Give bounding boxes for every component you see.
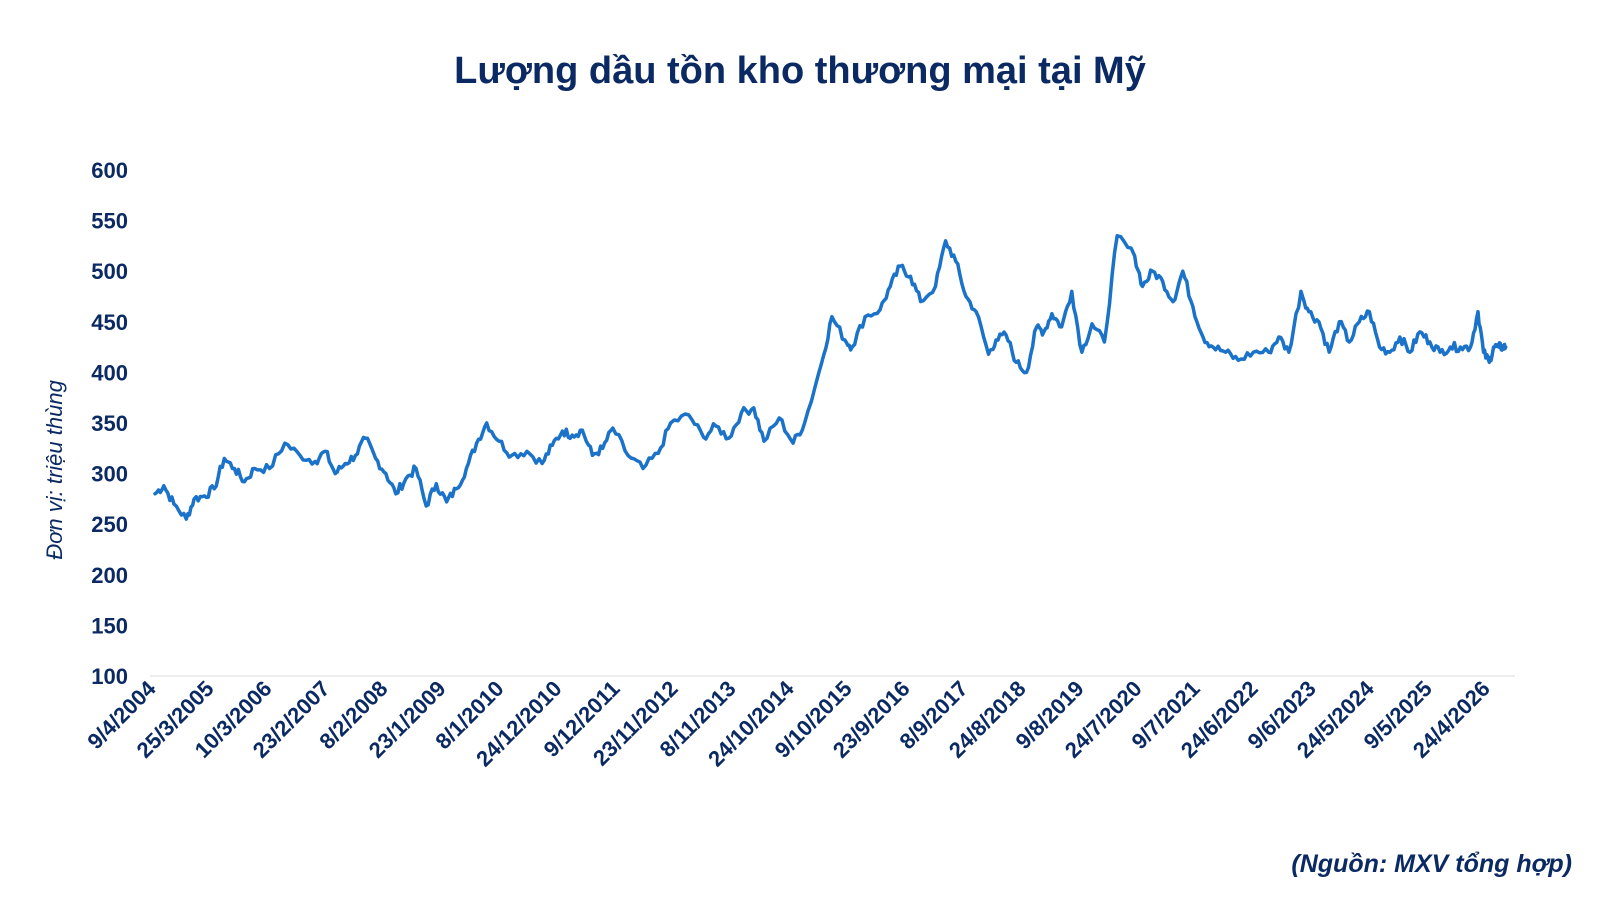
y-tick-label: 450 [91, 310, 128, 335]
y-tick-label: 100 [91, 664, 128, 689]
y-axis-label-group: Đơn vị: triệu thùng [42, 379, 67, 559]
y-tick-label: 550 [91, 209, 128, 234]
y-tick-label: 400 [91, 360, 128, 385]
source-note: (Nguồn: MXV tổng hợp) [1291, 850, 1572, 878]
y-tick-label: 200 [91, 563, 128, 588]
series-line-inventory [153, 234, 1508, 521]
y-tick-label: 500 [91, 259, 128, 284]
y-tick-label: 150 [91, 613, 128, 638]
y-tick-label: 600 [91, 158, 128, 183]
y-tick-label: 350 [91, 411, 128, 436]
chart-title: Lượng dầu tồn kho thương mại tại Mỹ [454, 50, 1146, 92]
x-tick-labels: 9/4/200425/3/200510/3/200623/2/20078/2/2… [82, 675, 1495, 771]
y-tick-label: 300 [91, 462, 128, 487]
y-tick-labels: 100 150 200 250 300 350 400 450 500 550 600 [91, 158, 128, 689]
y-axis-label: Đơn vị: triệu thùng [42, 379, 67, 559]
y-tick-label: 250 [91, 512, 128, 537]
